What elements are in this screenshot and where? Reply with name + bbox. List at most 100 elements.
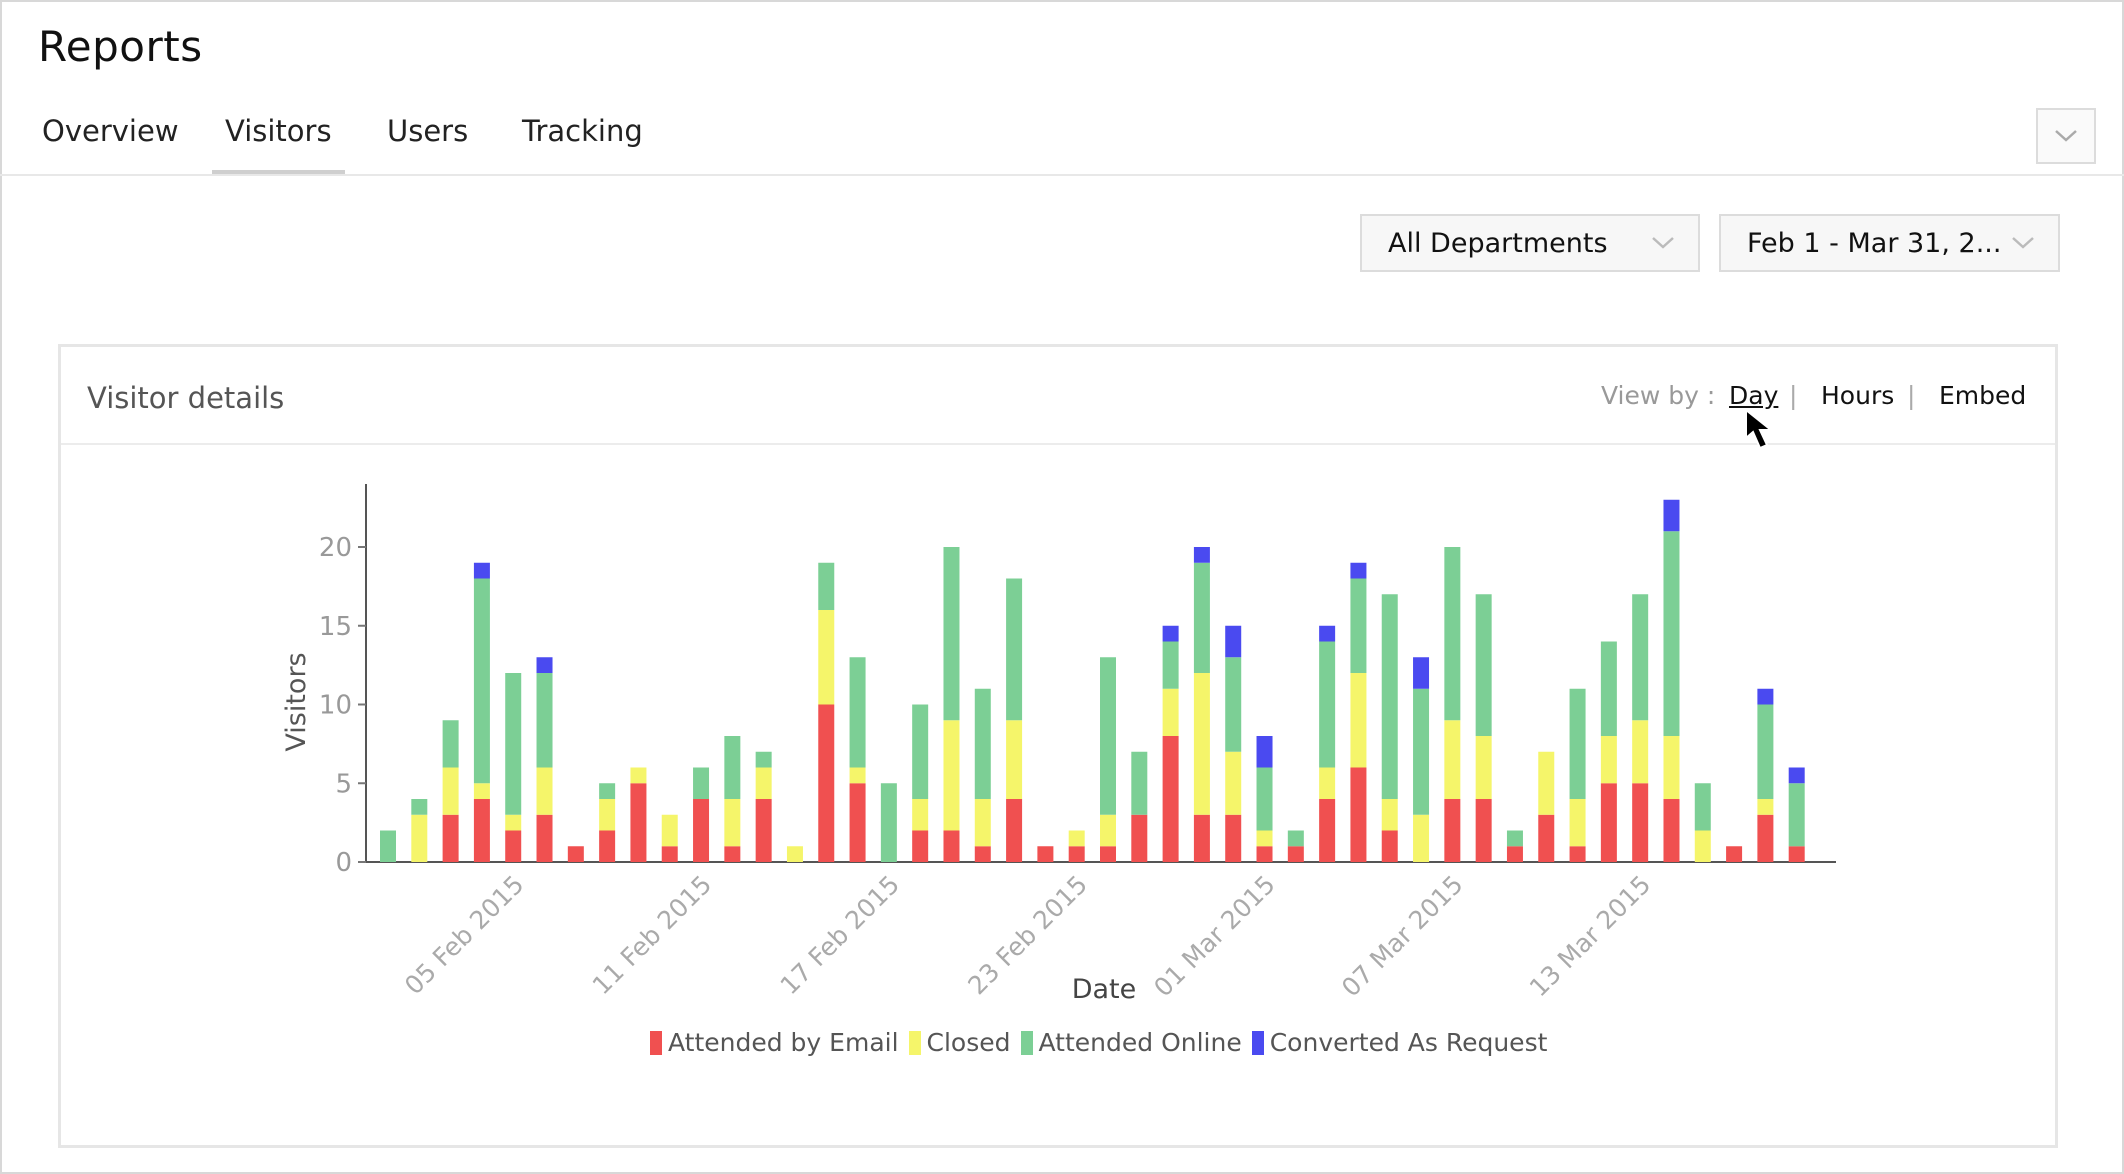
bar-segment-closed <box>442 767 459 815</box>
bar-segment-attended-online <box>1162 641 1179 689</box>
bar-segment-converted-as-request <box>1663 499 1680 532</box>
bar-segment-converted-as-request <box>1350 562 1367 579</box>
bar-segment-closed <box>1350 673 1367 768</box>
tab-bar: Overview Visitors Users Tracking <box>0 110 2124 174</box>
bar-segment-converted-as-request <box>1319 625 1336 642</box>
bar-segment-attended-online <box>1757 704 1774 799</box>
bar-segment-attended-online <box>1600 641 1617 736</box>
bar-segment-attended-by-email <box>1475 799 1492 862</box>
bar-segment-closed <box>411 814 428 862</box>
bar-segment-attended-online <box>974 688 991 799</box>
legend-swatch <box>908 1030 921 1055</box>
bar-segment-attended-by-email <box>661 846 678 862</box>
bar-segment-attended-online <box>1413 688 1430 815</box>
legend-item-email[interactable]: Attended by Email <box>650 1028 899 1057</box>
bar-segment-attended-online <box>724 736 741 799</box>
bar-segment-closed <box>1475 736 1492 799</box>
collapse-button[interactable] <box>2036 108 2096 164</box>
tab-visitors[interactable]: Visitors <box>212 114 345 174</box>
bar-segment-converted-as-request <box>1757 688 1774 705</box>
bar-segment-attended-by-email <box>1600 783 1617 862</box>
legend-label: Attended by Email <box>668 1028 899 1057</box>
bar-segment-closed <box>661 814 678 847</box>
bar-segment-closed <box>849 767 866 784</box>
bar-segment-closed <box>1757 799 1774 815</box>
bar-segment-converted-as-request <box>1788 767 1805 784</box>
bar-segment-attended-online <box>473 578 490 784</box>
bar-segment-attended-by-email <box>1225 814 1242 862</box>
department-dropdown[interactable]: All Departments <box>1360 214 1700 272</box>
bar-segment-attended-online <box>693 767 710 799</box>
bar-segment-attended-online <box>818 562 835 610</box>
x-tick-label: 13 Mar 2015 <box>1524 870 1657 1003</box>
bar-segment-closed <box>1569 799 1586 847</box>
bar-segment-attended-online <box>1256 767 1273 831</box>
bar-segment-attended-by-email <box>1006 799 1023 862</box>
bar-segment-attended-by-email <box>693 799 710 862</box>
bar-segment-converted-as-request <box>473 562 490 579</box>
bar-segment-attended-online <box>1225 657 1242 752</box>
bar-segment-attended-by-email <box>1538 814 1555 862</box>
bar-segment-attended-online <box>1694 783 1711 831</box>
legend-item-converted[interactable]: Converted As Request <box>1251 1028 1547 1057</box>
bar-segment-attended-by-email <box>1319 799 1336 862</box>
bar-segment-attended-by-email <box>974 846 991 862</box>
chevron-down-icon <box>1652 237 1674 249</box>
bar-segment-attended-by-email <box>1381 830 1398 862</box>
card-header: Visitor details View by : Day | Hours | … <box>61 347 2055 445</box>
bar-segment-attended-by-email <box>943 830 960 862</box>
card-title: Visitor details <box>87 381 285 415</box>
bar-segment-converted-as-request <box>1162 625 1179 642</box>
bar-segment-closed <box>1444 720 1461 799</box>
bar-segment-attended-online <box>411 799 428 815</box>
y-tick-label: 10 <box>319 691 352 721</box>
x-tick-label: 07 Mar 2015 <box>1336 870 1469 1003</box>
bar-segment-attended-by-email <box>1037 846 1054 862</box>
bar-segment-attended-by-email <box>818 704 835 862</box>
tab-users[interactable]: Users <box>387 114 469 148</box>
bar-segment-closed <box>943 720 960 831</box>
bar-segment-attended-online <box>1131 751 1148 815</box>
date-range-dropdown[interactable]: Feb 1 - Mar 31, 2... <box>1719 214 2060 272</box>
bar-segment-attended-by-email <box>473 799 490 862</box>
bar-segment-attended-online <box>1350 578 1367 673</box>
bar-segment-closed <box>1100 814 1116 847</box>
bar-segment-closed <box>1193 673 1210 815</box>
bar-segment-converted-as-request <box>536 657 553 673</box>
tab-tracking[interactable]: Tracking <box>522 114 643 148</box>
bar-segment-closed <box>630 767 647 784</box>
view-by-day-link[interactable]: Day <box>1729 381 1779 410</box>
bar-segment-attended-online <box>1006 578 1023 721</box>
y-tick-label: 20 <box>319 533 352 563</box>
view-by-label: View by : <box>1601 381 1716 410</box>
department-value: All Departments <box>1388 227 1608 259</box>
bar-segment-attended-by-email <box>1162 736 1179 862</box>
bar-segment-closed <box>1413 814 1430 862</box>
bar-segment-attended-online <box>536 673 553 768</box>
view-by-separator: | <box>1789 381 1798 410</box>
bar-segment-attended-by-email <box>1131 814 1148 862</box>
x-tick-label: 17 Feb 2015 <box>775 870 906 1001</box>
visitor-details-card: Visitor details View by : Day | Hours | … <box>58 344 2058 1148</box>
bar-segment-attended-by-email <box>912 830 929 862</box>
chevron-down-icon <box>2012 237 2034 249</box>
view-by-separator: | <box>1907 381 1916 410</box>
bar-segment-attended-online <box>1506 830 1523 847</box>
bar-segment-closed <box>755 767 772 799</box>
legend-item-online[interactable]: Attended Online <box>1020 1028 1242 1057</box>
tab-overview[interactable]: Overview <box>42 114 179 148</box>
visitors-stacked-bar-chart: 0 5 10 15 20 Visitors 05 Feb 2015 11 Feb 2015 17… <box>281 484 1836 1005</box>
bar-segment-closed <box>818 610 835 705</box>
bar-segment-attended-by-email <box>755 799 772 862</box>
bar-segment-attended-by-email <box>1068 846 1085 862</box>
embed-link[interactable]: Embed <box>1939 381 2027 410</box>
bar-segment-attended-online <box>880 783 897 862</box>
bar-segment-attended-online <box>1287 830 1304 847</box>
bar-segment-closed <box>1600 736 1617 784</box>
legend-item-closed[interactable]: Closed <box>908 1028 1011 1057</box>
x-tick-label: 01 Mar 2015 <box>1148 870 1281 1003</box>
bar-segment-closed <box>1256 830 1273 847</box>
view-by-hours-link[interactable]: Hours <box>1821 381 1895 410</box>
bar-segment-closed <box>1663 736 1680 799</box>
